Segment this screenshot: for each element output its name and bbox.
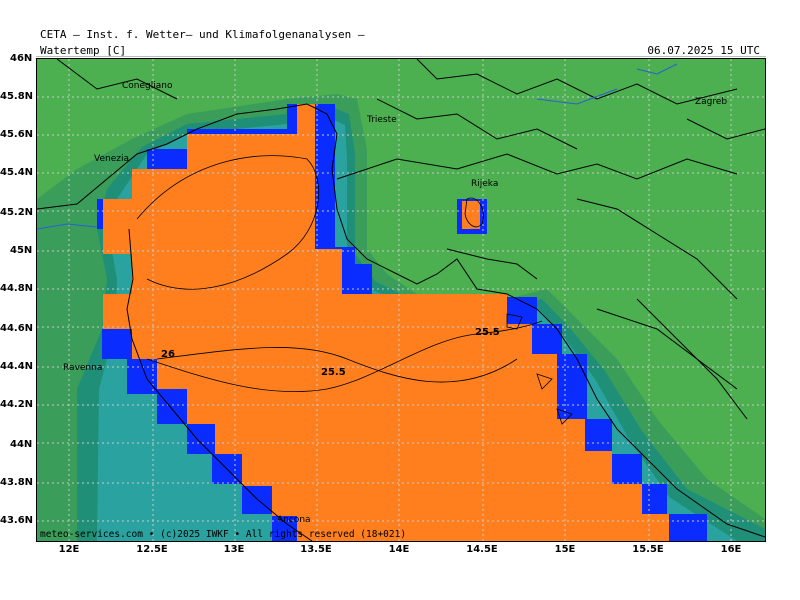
lon-label-15e: 15E [554, 544, 576, 555]
city-label-rijeka: Rijeka [471, 179, 499, 189]
city-label-zagreb: Zagreb [695, 97, 728, 107]
lon-label-16e: 16E [720, 544, 742, 555]
valid-time: 06.07.2025 15 UTC [647, 44, 760, 57]
lon-label-12-5e: 12.5E [136, 544, 168, 555]
lat-label-44-8n: 44.8N [0, 283, 34, 294]
lat-label-44-4n: 44.4N [0, 361, 34, 372]
map-panel: Conegliano Venezia Trieste Rijeka Zagreb… [36, 58, 766, 542]
lat-label-45-2n: 45.2N [0, 207, 34, 218]
lat-label-46n: 46N [10, 53, 33, 64]
city-label-ancona: Ancona [277, 515, 311, 525]
lat-label-45-4n: 45.4N [0, 167, 34, 178]
contour-label-26: 26 [161, 349, 175, 360]
lat-label-44-6n: 44.6N [0, 323, 34, 334]
chart-title: CETA — Inst. f. Wetter— und Klimafolgena… [40, 28, 365, 41]
rivers [37, 63, 678, 230]
contour-label-25-5-east: 25.5 [475, 327, 500, 338]
lat-label-45-6n: 45.6N [0, 129, 34, 140]
temperature-contours [136, 155, 573, 425]
city-label-trieste: Trieste [367, 115, 397, 125]
lon-label-14e: 14E [388, 544, 410, 555]
lat-label-44n: 44N [10, 439, 33, 450]
map-canvas [37, 59, 765, 541]
city-label-conegliano: Conegliano [122, 81, 173, 91]
lat-label-45-8n: 45.8N [0, 91, 34, 102]
lat-label-43-8n: 43.8N [0, 477, 34, 488]
lon-label-12e: 12E [58, 544, 80, 555]
lat-label-44-2n: 44.2N [0, 399, 34, 410]
warm-water-cells [103, 104, 669, 541]
lon-label-15-5e: 15.5E [632, 544, 664, 555]
header-rule [36, 56, 766, 57]
graticule [37, 59, 765, 541]
copyright-footer: meteo-services.com • (c)2025 IWKF • All … [40, 529, 407, 540]
lon-label-13e: 13E [223, 544, 245, 555]
city-label-venezia: Venezia [94, 154, 129, 164]
parameter-label: Watertemp [C] [40, 44, 127, 57]
lat-label-45n: 45N [10, 245, 33, 256]
lat-label-43-6n: 43.6N [0, 515, 34, 526]
lon-label-14-5e: 14.5E [466, 544, 498, 555]
city-label-ravenna: Ravenna [63, 363, 103, 373]
coastline [37, 59, 765, 541]
contour-label-25-5-center: 25.5 [321, 367, 346, 378]
lon-label-13-5e: 13.5E [300, 544, 332, 555]
